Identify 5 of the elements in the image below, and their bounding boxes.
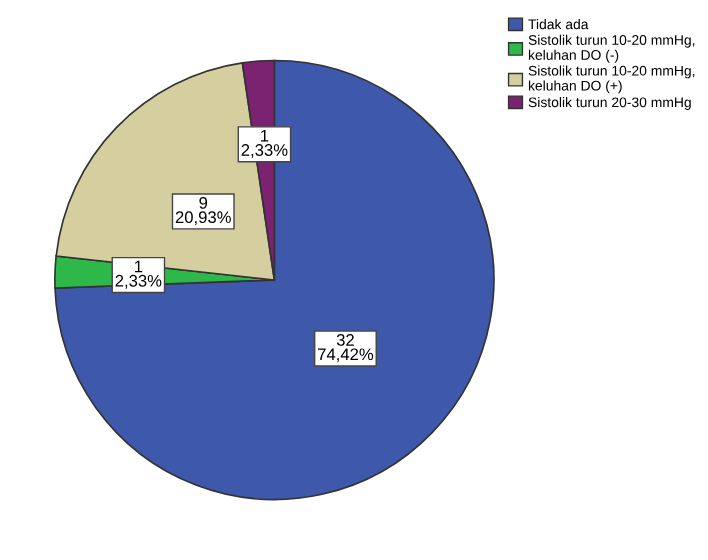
data-label: 1 2,33% <box>115 260 162 289</box>
data-label: 1 2,33% <box>241 129 288 158</box>
data-label: 9 20,93% <box>175 196 231 226</box>
pie-slice <box>54 59 495 501</box>
data-label: 32 74,42% <box>318 334 374 363</box>
